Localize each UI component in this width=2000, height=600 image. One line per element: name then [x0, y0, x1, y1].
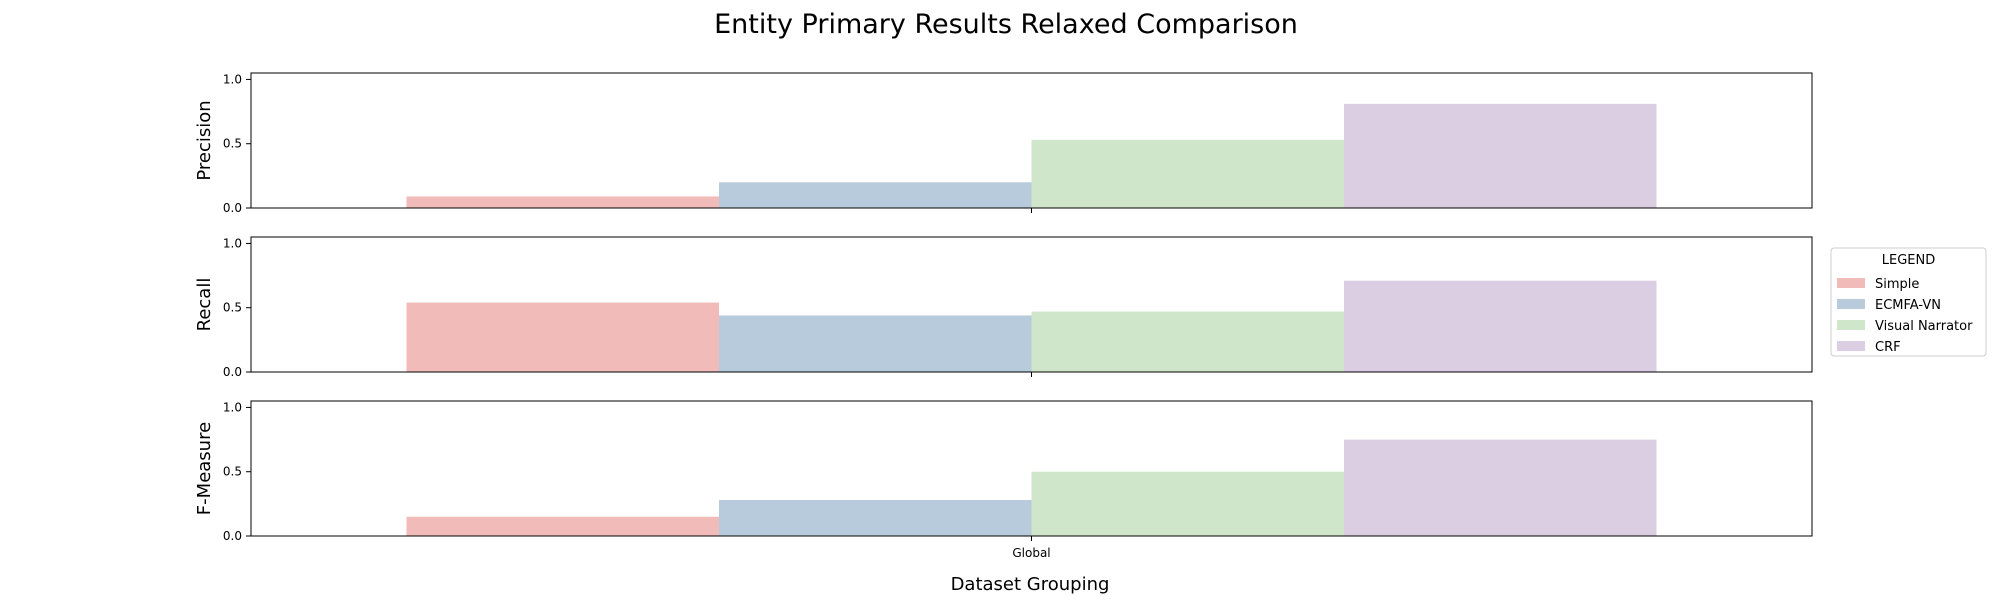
y-tick-label-precision: 0.5	[223, 137, 242, 151]
y-tick-label-f-measure: 0.5	[223, 465, 242, 479]
bar-precision-ecmfa-vn	[719, 182, 1032, 208]
chart-panels: 0.0 0.5 1.0 Precision 0.0 0.5 1.0 Recall 0.0 0.5 1…	[194, 72, 1813, 560]
bar-f-measure-visual-narrator	[1031, 471, 1344, 536]
bar-recall-crf	[1344, 280, 1657, 372]
bar-recall-ecmfa-vn	[719, 315, 1032, 372]
bar-f-measure-simple	[406, 516, 719, 536]
y-tick-label-recall: 1.0	[223, 236, 242, 250]
legend-swatch-simple	[1837, 278, 1865, 288]
y-tick-label-f-measure: 0.0	[223, 529, 242, 543]
legend-swatch-visual-narrator	[1837, 320, 1865, 330]
bar-precision-visual-narrator	[1031, 139, 1344, 208]
y-axis-label-recall: Recall	[194, 278, 215, 332]
legend-frame	[1830, 247, 1987, 357]
legend-label-ecmfa-vn: ECMFA-VN	[1875, 298, 1941, 313]
x-tick-label-global: Global	[1012, 546, 1050, 560]
legend-label-visual-narrator: Visual Narrator	[1875, 319, 1973, 334]
panel-recall: 0.0 0.5 1.0 Recall	[194, 236, 1813, 379]
bar-recall-visual-narrator	[1031, 311, 1344, 372]
legend-swatch-crf	[1837, 341, 1865, 351]
legend-label-crf: CRF	[1875, 340, 1901, 355]
legend-label-simple: Simple	[1875, 277, 1919, 292]
y-tick-label-precision: 0.0	[223, 201, 242, 215]
y-axis-label-f-measure: F-Measure	[194, 422, 215, 515]
x-axis-label: Dataset Grouping	[951, 574, 1110, 595]
bar-precision-simple	[406, 196, 719, 208]
y-tick-label-precision: 1.0	[223, 72, 242, 86]
y-tick-label-f-measure: 1.0	[223, 400, 242, 414]
y-axis-label-precision: Precision	[194, 100, 215, 180]
bar-recall-simple	[406, 302, 719, 372]
bar-precision-crf	[1344, 103, 1657, 208]
bar-f-measure-ecmfa-vn	[719, 500, 1032, 536]
legend: LEGEND Simple ECMFA-VN Visual Narrator CRF	[1830, 247, 1987, 357]
legend-title: LEGEND	[1882, 253, 1935, 268]
legend-swatch-ecmfa-vn	[1837, 299, 1865, 309]
y-tick-label-recall: 0.0	[223, 365, 242, 379]
panel-precision: 0.0 0.5 1.0 Precision	[194, 72, 1813, 215]
chart-title: Entity Primary Results Relaxed Compariso…	[714, 9, 1298, 40]
panel-f-measure: 0.0 0.5 1.0 F-Measure	[194, 400, 1813, 543]
y-tick-label-recall: 0.5	[223, 301, 242, 315]
bar-f-measure-crf	[1344, 439, 1657, 536]
